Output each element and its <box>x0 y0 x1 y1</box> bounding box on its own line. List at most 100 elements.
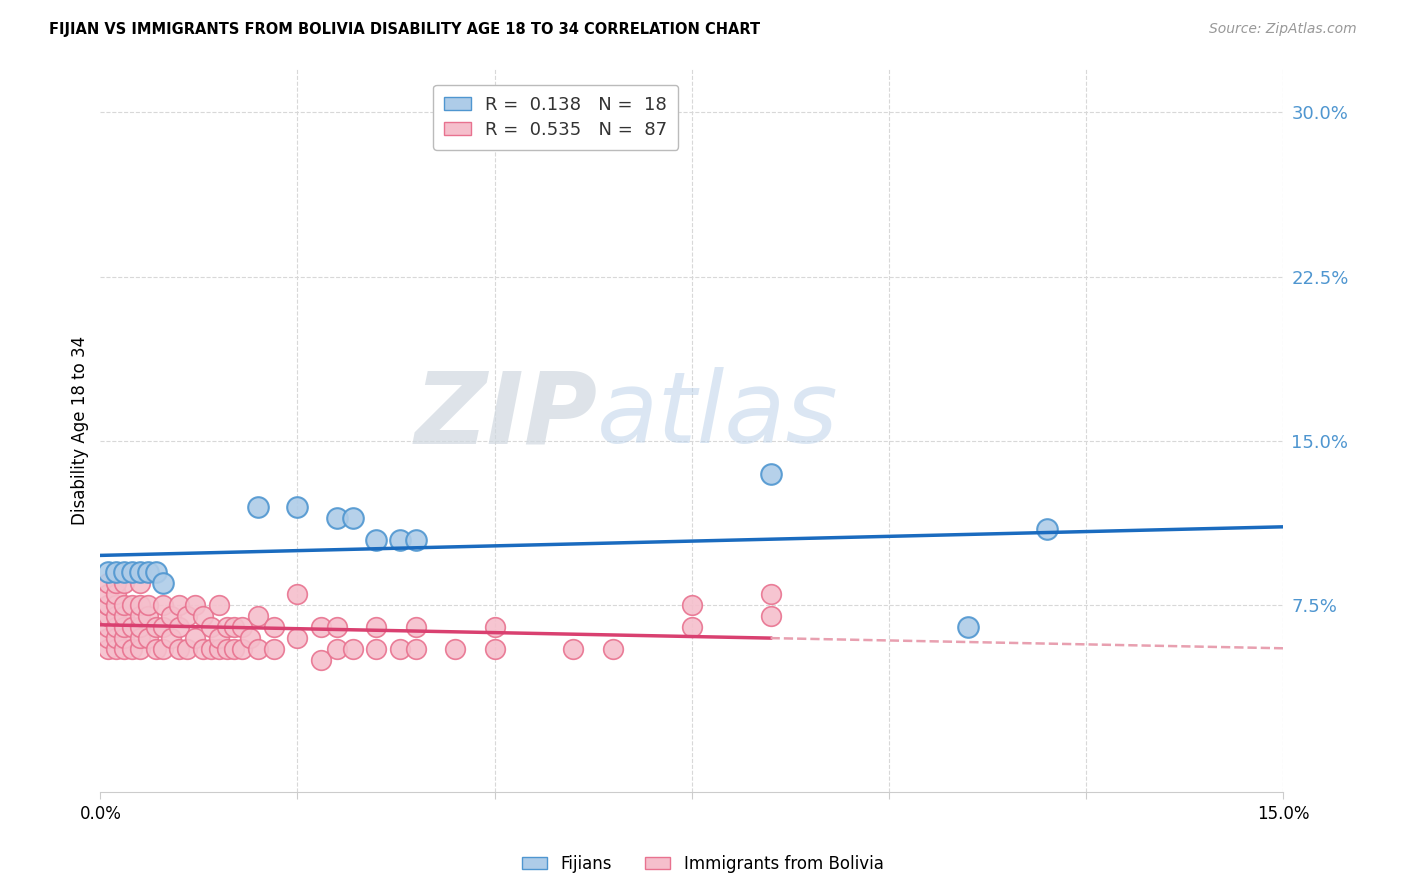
Point <box>602 642 624 657</box>
Point <box>97 620 120 634</box>
Point <box>167 599 190 613</box>
Point <box>112 642 135 657</box>
Point <box>263 620 285 634</box>
Point <box>97 566 120 580</box>
Point <box>1035 522 1057 536</box>
Point <box>207 631 229 645</box>
Point <box>97 642 120 657</box>
Point <box>184 599 207 613</box>
Point <box>239 631 262 645</box>
Point <box>160 609 183 624</box>
Point <box>136 599 159 613</box>
Text: ZIP: ZIP <box>415 368 598 464</box>
Point <box>97 599 120 613</box>
Point <box>97 576 120 591</box>
Point <box>326 642 349 657</box>
Point <box>224 642 246 657</box>
Point <box>167 620 190 634</box>
Point <box>152 620 174 634</box>
Point <box>105 631 128 645</box>
Text: FIJIAN VS IMMIGRANTS FROM BOLIVIA DISABILITY AGE 18 TO 34 CORRELATION CHART: FIJIAN VS IMMIGRANTS FROM BOLIVIA DISABI… <box>49 22 761 37</box>
Point <box>128 620 150 634</box>
Point <box>200 620 222 634</box>
Point <box>128 599 150 613</box>
Point <box>112 609 135 624</box>
Legend: R =  0.138   N =  18, R =  0.535   N =  87: R = 0.138 N = 18, R = 0.535 N = 87 <box>433 85 678 150</box>
Point <box>191 642 214 657</box>
Point <box>247 642 270 657</box>
Point <box>105 587 128 601</box>
Legend: Fijians, Immigrants from Bolivia: Fijians, Immigrants from Bolivia <box>516 848 890 880</box>
Point <box>136 566 159 580</box>
Point <box>128 609 150 624</box>
Point <box>484 620 506 634</box>
Point <box>681 620 703 634</box>
Point <box>97 587 120 601</box>
Point <box>484 642 506 657</box>
Point <box>562 642 585 657</box>
Point <box>681 599 703 613</box>
Point <box>121 620 143 634</box>
Point <box>326 620 349 634</box>
Point <box>366 620 388 634</box>
Point <box>105 576 128 591</box>
Point <box>247 500 270 514</box>
Text: atlas: atlas <box>598 368 839 464</box>
Point <box>97 631 120 645</box>
Point <box>191 609 214 624</box>
Point <box>145 620 167 634</box>
Point <box>342 510 364 524</box>
Point <box>247 609 270 624</box>
Point <box>207 642 229 657</box>
Point <box>405 642 427 657</box>
Point <box>105 609 128 624</box>
Point <box>136 609 159 624</box>
Point <box>112 576 135 591</box>
Point <box>152 642 174 657</box>
Point <box>152 576 174 591</box>
Point <box>342 642 364 657</box>
Point <box>105 599 128 613</box>
Point <box>759 609 782 624</box>
Point <box>97 609 120 624</box>
Point <box>128 576 150 591</box>
Point <box>112 620 135 634</box>
Point <box>309 653 332 667</box>
Point <box>105 566 128 580</box>
Text: Source: ZipAtlas.com: Source: ZipAtlas.com <box>1209 22 1357 37</box>
Point <box>366 642 388 657</box>
Point <box>224 620 246 634</box>
Point <box>405 620 427 634</box>
Point <box>128 566 150 580</box>
Point <box>207 599 229 613</box>
Point <box>231 620 253 634</box>
Point <box>309 620 332 634</box>
Point <box>287 587 309 601</box>
Point <box>121 642 143 657</box>
Point <box>160 631 183 645</box>
Point <box>215 642 238 657</box>
Point <box>759 587 782 601</box>
Point <box>287 500 309 514</box>
Point <box>366 533 388 547</box>
Point <box>326 510 349 524</box>
Point <box>287 631 309 645</box>
Point <box>405 533 427 547</box>
Point <box>444 642 467 657</box>
Point <box>231 642 253 657</box>
Point <box>121 599 143 613</box>
Point <box>112 631 135 645</box>
Point <box>152 599 174 613</box>
Point <box>388 533 411 547</box>
Point <box>105 620 128 634</box>
Y-axis label: Disability Age 18 to 34: Disability Age 18 to 34 <box>72 335 89 524</box>
Point <box>105 642 128 657</box>
Point <box>388 642 411 657</box>
Point <box>128 642 150 657</box>
Point <box>145 566 167 580</box>
Point <box>97 599 120 613</box>
Point <box>97 609 120 624</box>
Point <box>176 609 198 624</box>
Point <box>112 566 135 580</box>
Point <box>167 642 190 657</box>
